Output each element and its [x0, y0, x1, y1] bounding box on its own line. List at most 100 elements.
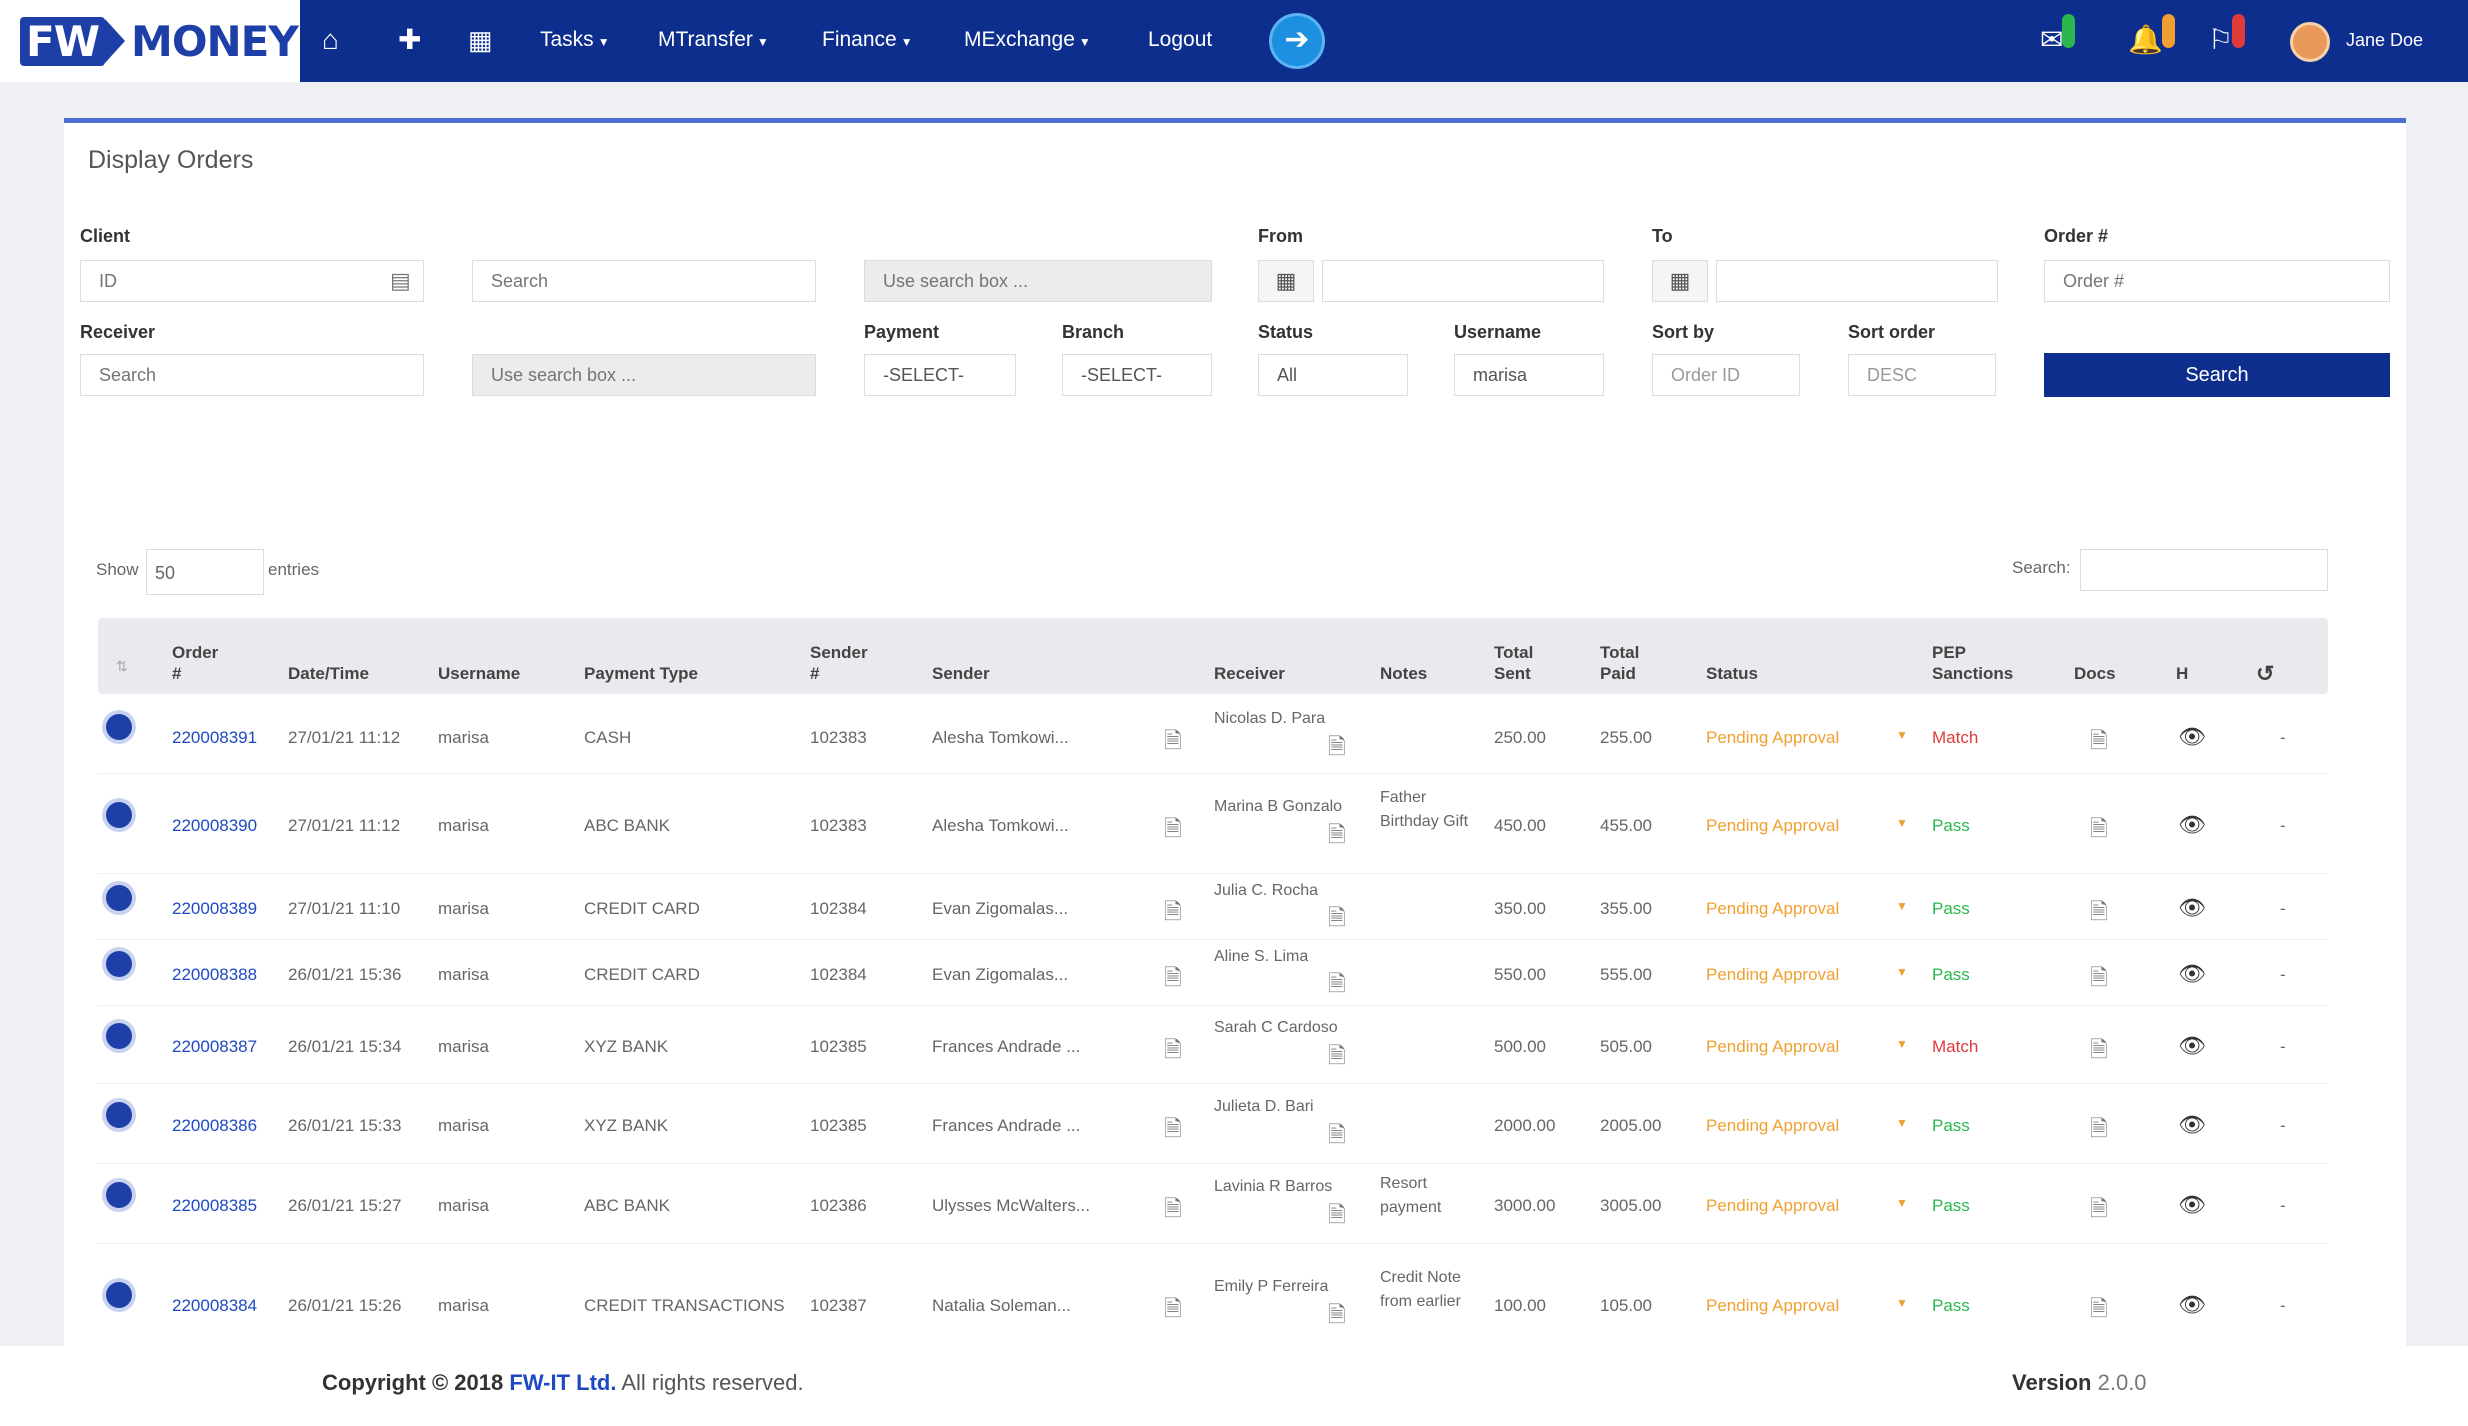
id-card-icon[interactable]: ▤	[390, 268, 411, 293]
row-expand-button[interactable]	[106, 1102, 132, 1128]
receiver-doc-icon[interactable]: 🗎	[1328, 971, 1346, 996]
nav-tasks[interactable]: Tasks ▼	[540, 28, 610, 52]
order-link[interactable]: 220008391	[172, 728, 258, 747]
nav-mtransfer[interactable]: MTransfer ▼	[658, 28, 769, 52]
docs-icon[interactable]: 🗎	[2090, 728, 2108, 753]
from-calendar-icon[interactable]: ▦	[1258, 260, 1314, 302]
col-docs[interactable]: Docs	[2074, 664, 2116, 683]
client-search-box[interactable]	[864, 260, 1212, 302]
col-username[interactable]: Username	[438, 664, 521, 683]
company-link[interactable]: FW-IT Ltd.	[509, 1370, 617, 1395]
order-number-input[interactable]	[2044, 260, 2390, 302]
sortorder-select[interactable]: DESC	[1848, 354, 1996, 396]
sender-doc-icon[interactable]: 🗎	[1164, 1037, 1182, 1062]
docs-icon[interactable]: 🗎	[2090, 1196, 2108, 1221]
row-expand-button[interactable]	[106, 951, 132, 977]
status-dropdown-icon[interactable]: ▼	[1896, 1037, 1908, 1051]
sender-doc-icon[interactable]: 🗎	[1164, 1116, 1182, 1141]
docs-icon[interactable]: 🗎	[2090, 899, 2108, 924]
plus-icon[interactable]: ✚	[398, 24, 422, 55]
receiver-doc-icon[interactable]: 🗎	[1328, 1043, 1346, 1068]
sort-icon[interactable]: ⇅	[116, 658, 128, 674]
sortby-select[interactable]: Order ID	[1652, 354, 1800, 396]
col-h[interactable]: H	[2176, 664, 2189, 683]
calculator-icon[interactable]: ▦	[468, 25, 493, 55]
col-pep[interactable]: PEP Sanctions	[1932, 643, 2014, 683]
mail-icon[interactable]: ✉	[2040, 14, 2076, 56]
status-dropdown-icon[interactable]: ▼	[1896, 899, 1908, 913]
row-expand-button[interactable]	[106, 885, 132, 911]
reset-icon[interactable]: ↺	[2256, 661, 2275, 686]
user-name[interactable]: Jane Doe	[2346, 30, 2424, 50]
to-calendar-icon[interactable]: ▦	[1652, 260, 1708, 302]
avatar[interactable]	[2290, 22, 2330, 62]
view-eye-icon[interactable]: 👁	[2178, 1112, 2206, 1137]
from-date-input[interactable]	[1322, 260, 1604, 302]
go-arrow-icon[interactable]: ➔	[1272, 16, 1322, 66]
col-status[interactable]: Status	[1706, 664, 1758, 683]
nav-mexchange[interactable]: MExchange ▼	[964, 28, 1091, 52]
entries-select[interactable]: 50	[146, 549, 264, 595]
view-eye-icon[interactable]: 👁	[2178, 1033, 2206, 1058]
col-payment-type[interactable]: Payment Type	[584, 664, 699, 683]
status-dropdown-icon[interactable]: ▼	[1896, 1116, 1908, 1130]
sender-doc-icon[interactable]: 🗎	[1164, 1296, 1182, 1321]
col-order[interactable]: Order #	[172, 643, 219, 683]
docs-icon[interactable]: 🗎	[2090, 965, 2108, 990]
status-dropdown-icon[interactable]: ▼	[1896, 816, 1908, 830]
col-sender-no[interactable]: Sender #	[810, 643, 868, 683]
nav-logout[interactable]: Logout	[1148, 28, 1213, 51]
order-link[interactable]: 220008386	[172, 1116, 258, 1135]
view-eye-icon[interactable]: 👁	[2178, 724, 2206, 749]
row-expand-button[interactable]	[106, 1182, 132, 1208]
order-link[interactable]: 220008384	[172, 1296, 258, 1315]
status-dropdown-icon[interactable]: ▼	[1896, 1196, 1908, 1210]
bell-icon[interactable]: 🔔	[2128, 14, 2175, 56]
chat-icon[interactable]: ⚐	[2208, 14, 2246, 56]
logo[interactable]: FW MONEY	[0, 0, 300, 82]
order-link[interactable]: 220008385	[172, 1196, 258, 1215]
row-expand-button[interactable]	[106, 1282, 132, 1308]
col-notes[interactable]: Notes	[1380, 664, 1428, 683]
docs-icon[interactable]: 🗎	[2090, 816, 2108, 841]
client-id-input[interactable]	[80, 260, 424, 302]
docs-icon[interactable]: 🗎	[2090, 1296, 2108, 1321]
payment-select[interactable]: -SELECT-	[864, 354, 1016, 396]
order-link[interactable]: 220008389	[172, 899, 258, 918]
docs-icon[interactable]: 🗎	[2090, 1116, 2108, 1141]
receiver-doc-icon[interactable]: 🗎	[1328, 905, 1346, 930]
nav-finance[interactable]: Finance ▼	[822, 28, 913, 52]
order-link[interactable]: 220008390	[172, 816, 258, 835]
sender-doc-icon[interactable]: 🗎	[1164, 899, 1182, 924]
receiver-doc-icon[interactable]: 🗎	[1328, 734, 1346, 759]
status-dropdown-icon[interactable]: ▼	[1896, 1296, 1908, 1310]
sender-doc-icon[interactable]: 🗎	[1164, 728, 1182, 753]
order-link[interactable]: 220008387	[172, 1037, 258, 1056]
receiver-doc-icon[interactable]: 🗎	[1328, 1122, 1346, 1147]
receiver-doc-icon[interactable]: 🗎	[1328, 1302, 1346, 1327]
sender-doc-icon[interactable]: 🗎	[1164, 1196, 1182, 1221]
receiver-search-input[interactable]	[80, 354, 424, 396]
col-receiver[interactable]: Receiver	[1214, 664, 1285, 683]
view-eye-icon[interactable]: 👁	[2178, 1192, 2206, 1217]
status-dropdown-icon[interactable]: ▼	[1896, 965, 1908, 979]
view-eye-icon[interactable]: 👁	[2178, 812, 2206, 837]
row-expand-button[interactable]	[106, 1023, 132, 1049]
view-eye-icon[interactable]: 👁	[2178, 1292, 2206, 1317]
search-button[interactable]: Search	[2044, 353, 2390, 397]
row-expand-button[interactable]	[106, 714, 132, 740]
receiver-doc-icon[interactable]: 🗎	[1328, 822, 1346, 847]
branch-select[interactable]: -SELECT-	[1062, 354, 1212, 396]
view-eye-icon[interactable]: 👁	[2178, 895, 2206, 920]
to-date-input[interactable]	[1716, 260, 1998, 302]
view-eye-icon[interactable]: 👁	[2178, 961, 2206, 986]
receiver-doc-icon[interactable]: 🗎	[1328, 1202, 1346, 1227]
col-datetime[interactable]: Date/Time	[288, 664, 369, 683]
home-icon[interactable]: ⌂	[322, 24, 339, 55]
col-total-paid[interactable]: Total Paid	[1600, 643, 1640, 683]
sender-doc-icon[interactable]: 🗎	[1164, 965, 1182, 990]
col-sender[interactable]: Sender	[932, 664, 990, 683]
username-input[interactable]: marisa	[1454, 354, 1604, 396]
sender-doc-icon[interactable]: 🗎	[1164, 816, 1182, 841]
col-total-sent[interactable]: Total Sent	[1494, 643, 1534, 683]
